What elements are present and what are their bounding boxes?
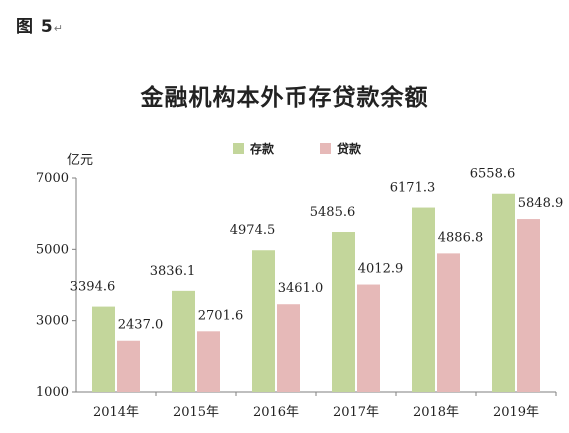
x-category-label: 2016年: [253, 405, 299, 420]
x-category-label: 2014年: [93, 405, 139, 420]
x-category-label: 2015年: [173, 405, 219, 420]
bar-loan: [517, 219, 540, 392]
legend-label-loan: 贷款: [337, 141, 362, 156]
data-label-loan: 4886.8: [438, 230, 484, 245]
legend-swatch-loan: [320, 143, 331, 154]
y-tick-label: 3000: [36, 314, 69, 329]
figure-label-text: 图 5: [16, 17, 54, 37]
bar-loan: [197, 331, 220, 392]
chart-title: 金融机构本外币存贷款余额: [140, 84, 429, 111]
bar-deposit: [332, 232, 355, 392]
legend-swatch-deposit: [233, 143, 244, 154]
data-label-loan: 4012.9: [358, 262, 404, 277]
legend-label-deposit: 存款: [249, 141, 275, 156]
data-label-deposit: 5485.6: [310, 205, 356, 220]
bar-deposit: [252, 250, 275, 392]
data-label-loan: 3461.0: [278, 281, 324, 296]
data-label-deposit: 4974.5: [230, 223, 276, 238]
bar-deposit: [492, 193, 515, 392]
bar-deposit: [412, 207, 435, 392]
y-tick-label: 1000: [36, 385, 69, 400]
x-category-label: 2019年: [493, 405, 539, 420]
data-label-deposit: 3836.1: [150, 264, 196, 279]
data-label-loan: 2701.6: [198, 308, 244, 323]
data-label-loan: 2437.0: [118, 318, 164, 333]
x-category-label: 2018年: [413, 405, 459, 420]
bar-deposit: [172, 290, 195, 392]
paragraph-mark-icon: ↵: [53, 22, 64, 35]
bar-loan: [117, 340, 140, 392]
data-label-deposit: 3394.6: [70, 280, 116, 295]
y-axis-unit-label: 亿元: [67, 153, 93, 168]
y-tick-label: 7000: [36, 171, 69, 186]
data-label-deposit: 6558.6: [470, 167, 516, 182]
bar-loan: [437, 253, 460, 392]
figure-label: 图 5↵: [16, 12, 64, 37]
y-tick-label: 5000: [36, 242, 69, 257]
data-label-loan: 5848.9: [518, 196, 564, 211]
bar-deposit: [92, 306, 115, 392]
data-label-deposit: 6171.3: [390, 181, 436, 196]
x-category-label: 2017年: [333, 405, 379, 420]
bar-loan: [277, 304, 300, 392]
bar-loan: [357, 284, 380, 392]
